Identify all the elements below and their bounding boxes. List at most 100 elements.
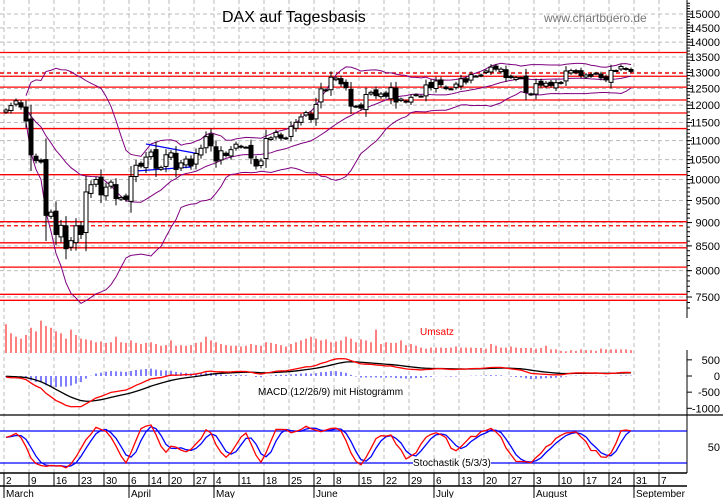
candle-down: [213, 146, 219, 162]
candle-down: [243, 146, 249, 149]
price-tick-label: 11000: [690, 136, 720, 148]
candle-up: [378, 93, 384, 98]
date-tick-label: 7: [661, 476, 667, 487]
candle-down: [343, 81, 349, 88]
candle-up: [533, 83, 539, 95]
price-tick-label: 14000: [689, 37, 720, 49]
candle-up: [143, 156, 149, 169]
candle-up: [268, 137, 274, 140]
candle-up: [563, 70, 569, 82]
candle-down: [438, 79, 444, 86]
candle-down: [523, 75, 529, 93]
stochastic-label: Stochastik (5/3/3): [413, 458, 491, 469]
price-tick-label: 7500: [696, 292, 720, 304]
candle-up: [328, 76, 334, 91]
candle-up: [163, 154, 169, 167]
trendline: [145, 143, 202, 155]
date-tick-label: 23: [81, 476, 93, 487]
candle-down: [598, 73, 604, 79]
candle-up: [3, 109, 9, 113]
month-label: August: [536, 489, 567, 498]
candle-down: [63, 225, 69, 250]
candle-down: [393, 87, 399, 103]
candle-down: [348, 88, 354, 107]
candle-down: [508, 75, 514, 79]
date-tick-label: 13: [461, 476, 473, 487]
candle-up: [478, 74, 484, 77]
candle-up: [368, 91, 374, 95]
candle-up: [553, 82, 559, 89]
candle-up: [593, 72, 599, 75]
candle-down: [353, 105, 359, 108]
candle-up: [168, 152, 174, 158]
date-tick-label: 10: [561, 476, 573, 487]
price-tick-label: 15000: [689, 9, 720, 21]
date-tick-label: 2: [316, 476, 322, 487]
candle-up: [68, 240, 74, 248]
candle-up: [608, 69, 614, 83]
candle-down: [188, 158, 194, 167]
candle-down: [473, 75, 479, 78]
candle-down: [548, 81, 554, 86]
price-tick-label: 12000: [689, 100, 720, 112]
volume-label: Umsatz: [420, 327, 454, 338]
price-tick-label: 9000: [696, 218, 720, 230]
macd-label: MACD (12/26/9) mit Histogramm: [258, 387, 404, 398]
candle-up: [288, 125, 294, 137]
candle-down: [248, 144, 254, 159]
candle-down: [493, 65, 499, 70]
date-tick-label: 15: [361, 476, 373, 487]
price-tick-label: 14500: [689, 23, 720, 35]
candle-down: [538, 80, 544, 86]
candle-up: [453, 83, 459, 88]
macd-tick-label: -500: [698, 387, 720, 399]
candle-up: [313, 103, 319, 120]
candle-up: [228, 149, 234, 157]
candle-down: [123, 195, 129, 200]
price-tick-label: 13000: [689, 67, 720, 79]
candle-up: [203, 136, 209, 149]
candle-up: [583, 74, 589, 78]
candle-down: [53, 210, 59, 235]
month-label: April: [131, 489, 151, 498]
stochastic-d-line: [5, 425, 632, 468]
date-tick-label: 14: [151, 476, 163, 487]
date-tick-label: 30: [106, 476, 118, 487]
price-tick-label: 12500: [689, 83, 720, 95]
candle-up: [158, 166, 164, 170]
candle-down: [38, 159, 44, 163]
candle-up: [83, 191, 89, 234]
candle-up: [258, 160, 264, 167]
date-tick-label: 8: [336, 476, 342, 487]
candle-down: [358, 104, 364, 109]
candle-up: [318, 88, 324, 103]
month-label: June: [316, 489, 338, 498]
candle-up: [263, 137, 269, 160]
date-tick-label: 18: [266, 476, 278, 487]
macd-tick-label: 500: [702, 355, 720, 367]
candle-up: [398, 98, 404, 101]
candle-up: [543, 82, 549, 87]
macd-tick-label: -1000: [692, 403, 720, 415]
candle-down: [323, 89, 329, 92]
candle-down: [278, 134, 284, 139]
candle-down: [338, 78, 344, 85]
candle-down: [28, 118, 34, 156]
candle-up: [618, 66, 624, 70]
candle-up: [513, 77, 519, 80]
macd-tick-label: 0: [714, 371, 720, 383]
candle-down: [418, 95, 424, 98]
candle-up: [183, 158, 189, 166]
candle-up: [8, 105, 14, 111]
watermark: www.chartbuero.de: [544, 11, 647, 25]
candle-up: [433, 80, 439, 90]
candle-up: [483, 70, 489, 74]
date-tick-label: 17: [586, 476, 598, 487]
price-tick-label: 8000: [696, 266, 720, 278]
candle-up: [333, 77, 339, 81]
candle-down: [223, 152, 229, 156]
candle-up: [233, 143, 239, 149]
candle-up: [408, 96, 414, 103]
candle-up: [498, 68, 504, 73]
